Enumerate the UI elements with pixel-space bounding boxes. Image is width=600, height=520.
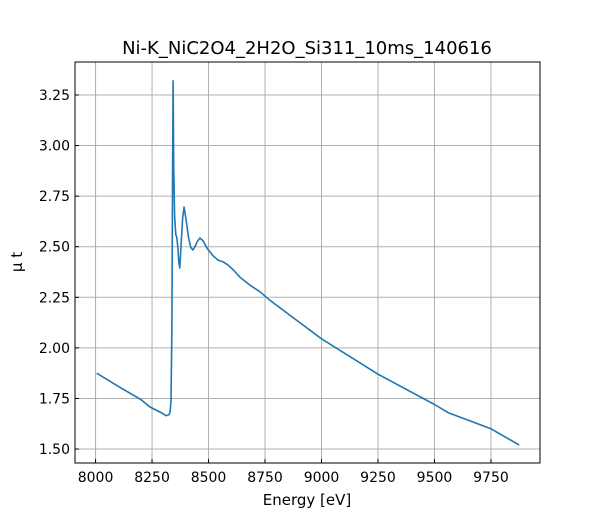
x-tick-label: 9750 xyxy=(473,470,509,486)
y-tick-label: 2.75 xyxy=(39,189,70,205)
y-tick-label: 3.00 xyxy=(39,139,70,155)
y-ticks: 1.50 1.75 2.00 2.25 2.50 2.75 3.00 3.25 xyxy=(39,88,79,458)
grid-lines xyxy=(75,62,540,463)
y-axis-label: μ t xyxy=(8,252,26,272)
x-tick-label: 8000 xyxy=(78,470,114,486)
x-tick-label: 9500 xyxy=(417,470,453,486)
x-tick-label: 8750 xyxy=(247,470,283,486)
x-tick-label: 9000 xyxy=(304,470,340,486)
y-tick-label: 1.50 xyxy=(39,442,70,458)
chart-title: Ni-K_NiC2O4_2H2O_Si311_10ms_140616 xyxy=(122,38,492,59)
x-axis-label: Energy [eV] xyxy=(263,491,351,509)
x-tick-label: 8500 xyxy=(191,470,227,486)
x-tick-label: 9250 xyxy=(360,470,396,486)
plot-lines xyxy=(96,80,520,446)
x-tick-label: 8250 xyxy=(134,470,170,486)
y-tick-label: 2.00 xyxy=(39,341,70,357)
y-tick-label: 2.50 xyxy=(39,240,70,256)
series-line-mu_t xyxy=(96,80,520,446)
plot-frame xyxy=(74,61,541,464)
y-tick-label: 3.25 xyxy=(39,88,70,104)
y-tick-label: 2.25 xyxy=(39,290,70,306)
x-ticks: 8000 8250 8500 8750 9000 9250 9500 9750 xyxy=(78,459,509,486)
y-tick-label: 1.75 xyxy=(39,391,70,407)
